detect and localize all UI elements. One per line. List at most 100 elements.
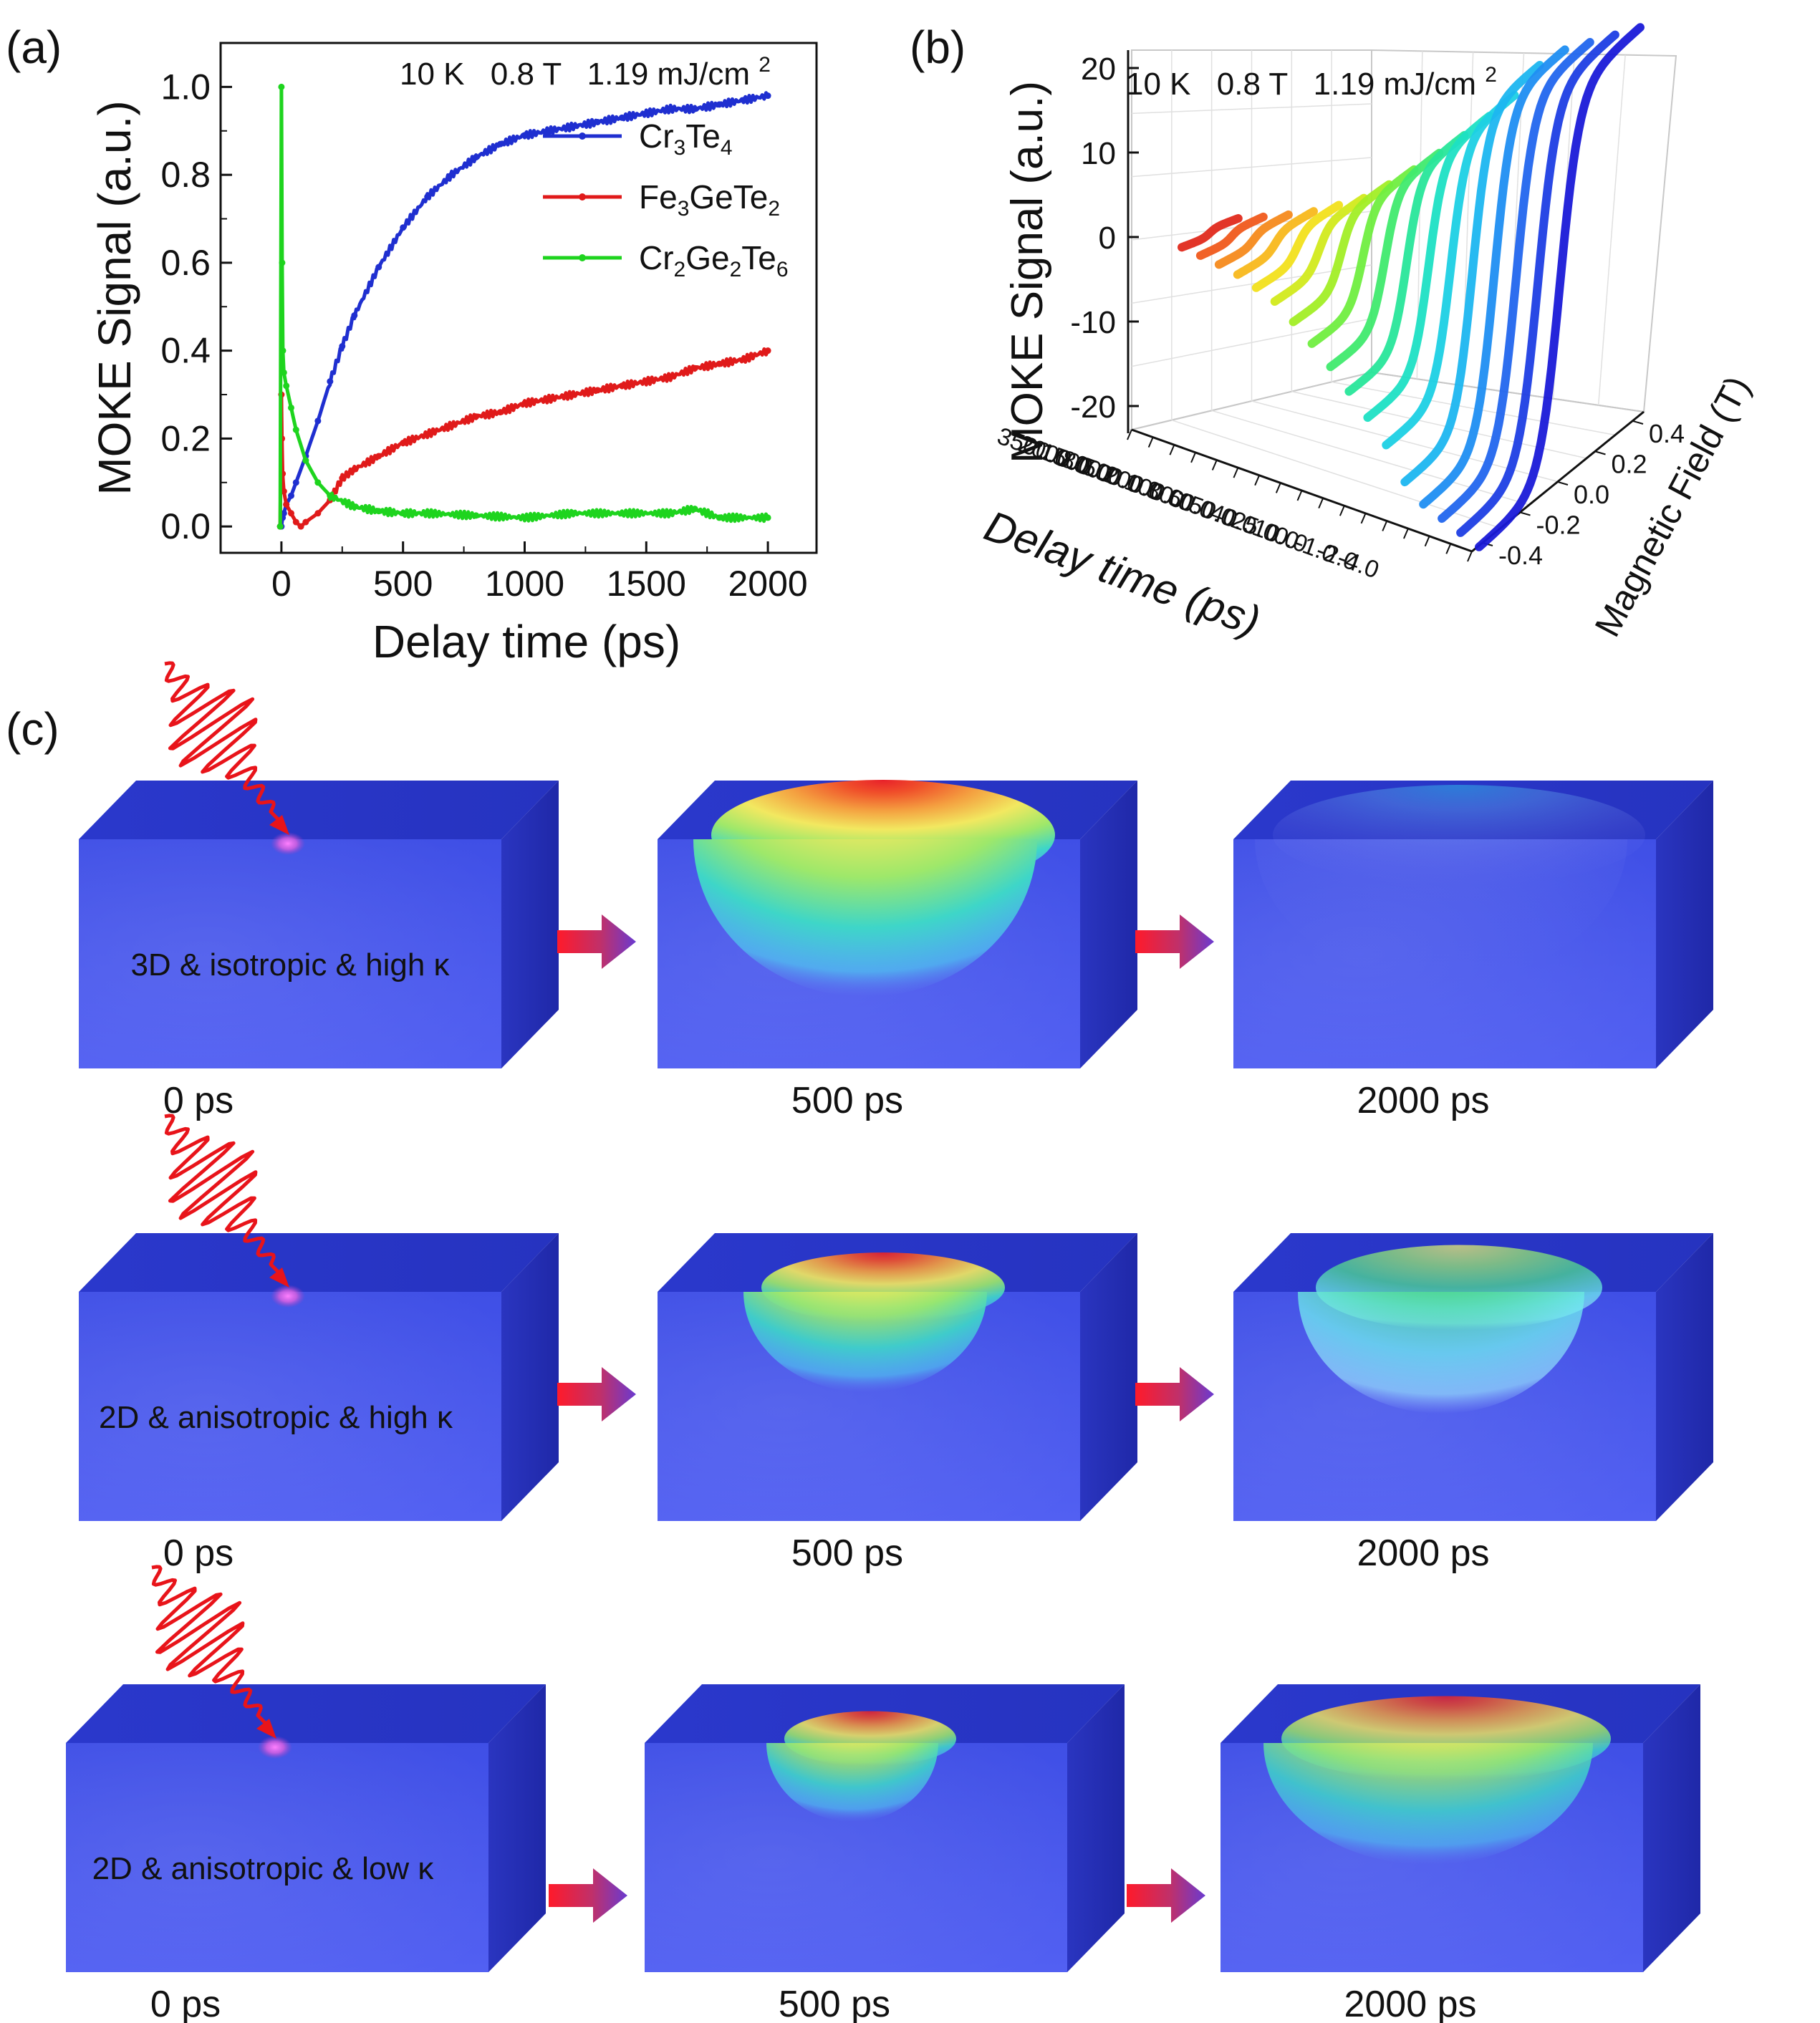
legend-label-part: Te: [685, 117, 721, 155]
data-point-Fe3GeTe2: [740, 356, 747, 363]
curve-delay-10.0: [1400, 61, 1544, 487]
data-point-Fe3GeTe2: [287, 510, 294, 517]
data-point-Cr2Ge2Te6: [716, 514, 723, 521]
y-tick-label: 0.4: [160, 331, 211, 371]
delay-tick: [1147, 437, 1154, 448]
curve-delay--2.0: [1456, 30, 1619, 537]
field-tick-label: -0.2: [1536, 511, 1581, 540]
z-tick-label: -20: [1070, 390, 1116, 425]
panel-b-label: (b): [910, 21, 966, 73]
delay-tick: [1190, 452, 1196, 463]
curve-delay-800.0: [1233, 207, 1318, 279]
sample-block: 2D & anisotropic & low κ 0 ps: [66, 1565, 546, 2023]
data-point-Fe3GeTe2: [618, 382, 625, 390]
y-tick-label: 0.0: [160, 506, 211, 546]
series-line-Cr3Te4: [279, 91, 770, 528]
x-tick-label: 1500: [607, 564, 686, 604]
z-tick-label: 20: [1081, 52, 1116, 87]
time-label: 500 ps: [791, 1080, 903, 1121]
time-label: 2000 ps: [1344, 1984, 1476, 2023]
time-label: 500 ps: [779, 1984, 890, 2023]
delay-tick: [1318, 498, 1324, 509]
time-label: 0 ps: [163, 1532, 233, 1574]
curve-delay-2000.0: [1195, 212, 1268, 260]
data-point-Cr3Te4: [642, 110, 650, 117]
heat-distribution: [693, 839, 1037, 997]
block-side-face: [488, 1684, 546, 1972]
delay-tick: [1403, 528, 1409, 539]
sample-block: 500 ps: [658, 780, 1137, 1121]
data-point-Cr3Te4: [351, 312, 358, 319]
z-tick-label: 0: [1099, 221, 1116, 256]
delay-tick: [1211, 460, 1218, 470]
time-label: 2000 ps: [1357, 1532, 1489, 1574]
field-tick-label: 0.2: [1612, 450, 1647, 479]
panel-b-zlabel: MOKE Signal (a.u.): [1003, 81, 1052, 463]
laser-arrowhead: [269, 815, 289, 835]
legend-label-part: Fe: [639, 178, 678, 216]
data-point-Cr2Ge2Te6: [691, 506, 698, 513]
data-point-Cr3Te4: [292, 479, 299, 486]
laser-wave: [164, 661, 285, 826]
data-point-Fe3GeTe2: [569, 391, 577, 398]
series-line-Fe3GeTe2: [278, 347, 770, 528]
time-progression-arrow-icon: [557, 914, 636, 969]
delay-tick: [1445, 543, 1452, 554]
data-point-Fe3GeTe2: [667, 373, 674, 380]
field-tick: [1557, 481, 1569, 486]
y-tick-label: 1.0: [160, 67, 211, 107]
legend-label-part: 2: [674, 258, 686, 281]
data-point-Fe3GeTe2: [351, 465, 358, 473]
panel-b-annotation: 10 K 0.8 T 1.19 mJ/cm 2: [1126, 63, 1497, 102]
laser-arrowhead: [256, 1719, 276, 1739]
heat-distribution: [766, 1743, 938, 1822]
annotation-fluence: 1.19 mJ/cm: [587, 57, 750, 92]
data-point-Cr2Ge2Te6: [618, 510, 625, 517]
delay-tick: [1233, 467, 1239, 478]
data-point-Fe3GeTe2: [280, 488, 287, 495]
delay-tick: [1127, 429, 1132, 440]
annotation-fluence: 1.19 mJ/cm: [1314, 67, 1476, 102]
data-point-Cr2Ge2Te6: [424, 510, 431, 517]
x-tick-label: 2000: [728, 564, 807, 604]
data-point-Cr2Ge2Te6: [280, 369, 287, 376]
curve-delay-3500.0: [1178, 214, 1243, 252]
data-point-Fe3GeTe2: [545, 395, 552, 402]
data-point-Fe3GeTe2: [297, 523, 304, 530]
heat-distribution: [743, 1292, 987, 1392]
block-gloss: [66, 1743, 488, 1972]
schematic-row: 2D & anisotropic & high κ 0 ps 500 ps 2000 …: [79, 1114, 1713, 1574]
panel-a-ylabel: MOKE Signal (a.u.): [89, 100, 140, 495]
data-point-Cr3Te4: [521, 132, 528, 139]
data-point-Cr2Ge2Te6: [278, 83, 285, 90]
time-label: 0 ps: [163, 1080, 233, 1121]
data-point-Cr2Ge2Te6: [314, 479, 322, 486]
legend-label-part: GeTe: [689, 178, 768, 216]
curve-delay--1.0: [1438, 38, 1594, 523]
legend-label: Fe3GeTe2: [639, 178, 780, 221]
curve-delay-500.0: [1251, 201, 1344, 292]
data-point-Fe3GeTe2: [473, 413, 480, 420]
block-top-face: [79, 781, 559, 839]
curve-delay-200.0: [1270, 193, 1369, 306]
curve-delay-80.0: [1307, 165, 1419, 348]
data-point-Cr2Ge2Te6: [764, 514, 771, 521]
annotation-fluence-sup: 2: [1485, 63, 1497, 87]
time-label: 0 ps: [150, 1984, 221, 2023]
legend-label-part: Cr: [639, 117, 674, 155]
data-point-Cr3Te4: [691, 105, 698, 112]
panel-b: (b) 20100-10-203500.02000.01500.0800.050…: [910, 21, 1758, 645]
laser-spot: [271, 832, 305, 855]
delay-tick: [1275, 482, 1281, 493]
time-progression-arrow-icon: [1127, 1868, 1205, 1923]
data-point-Fe3GeTe2: [292, 518, 299, 526]
block-gloss: [79, 1292, 501, 1521]
data-point-Cr2Ge2Te6: [302, 457, 309, 464]
data-point-Cr3Te4: [448, 171, 456, 178]
field-tick: [1632, 420, 1644, 425]
field-tick-label: -0.4: [1498, 541, 1543, 570]
annotation-temp: 10 K: [1126, 67, 1191, 102]
block-side-face: [501, 1233, 559, 1521]
delay-tick: [1467, 551, 1473, 562]
data-point-Cr2Ge2Te6: [327, 492, 334, 499]
